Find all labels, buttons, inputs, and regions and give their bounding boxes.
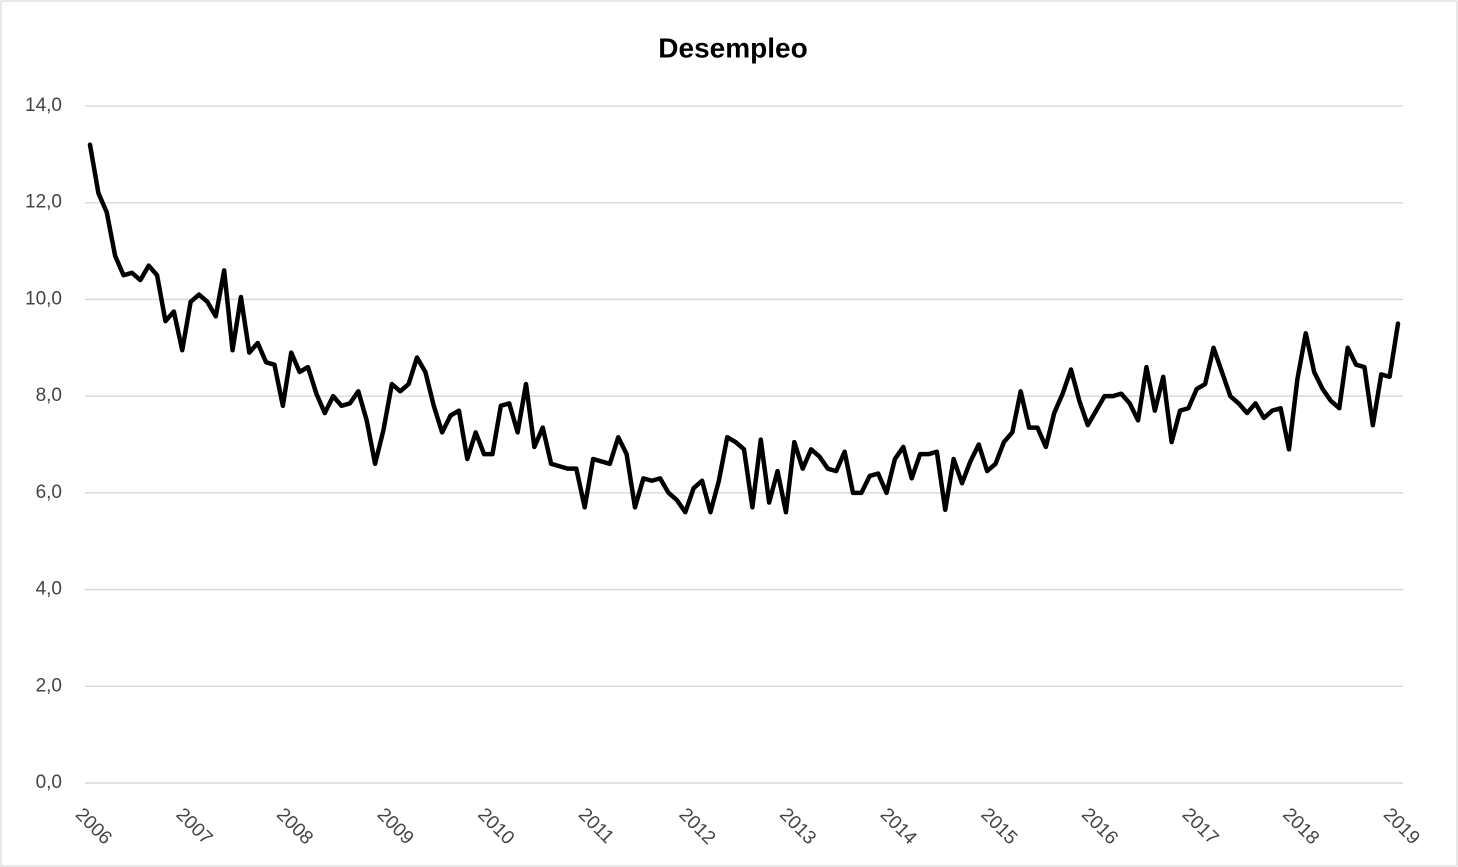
y-tick-label: 8,0 <box>36 385 62 406</box>
y-tick-label: 0,0 <box>36 772 62 793</box>
y-tick-label: 2,0 <box>36 675 62 696</box>
y-tick-label: 4,0 <box>36 579 62 600</box>
line <box>87 142 1401 515</box>
chart-title: Desempleo <box>658 32 807 63</box>
y-tick-label: 12,0 <box>25 192 62 213</box>
y-tick-label: 6,0 <box>36 482 62 503</box>
y-tick-label: 14,0 <box>25 95 62 116</box>
y-tick-label: 10,0 <box>25 288 62 309</box>
